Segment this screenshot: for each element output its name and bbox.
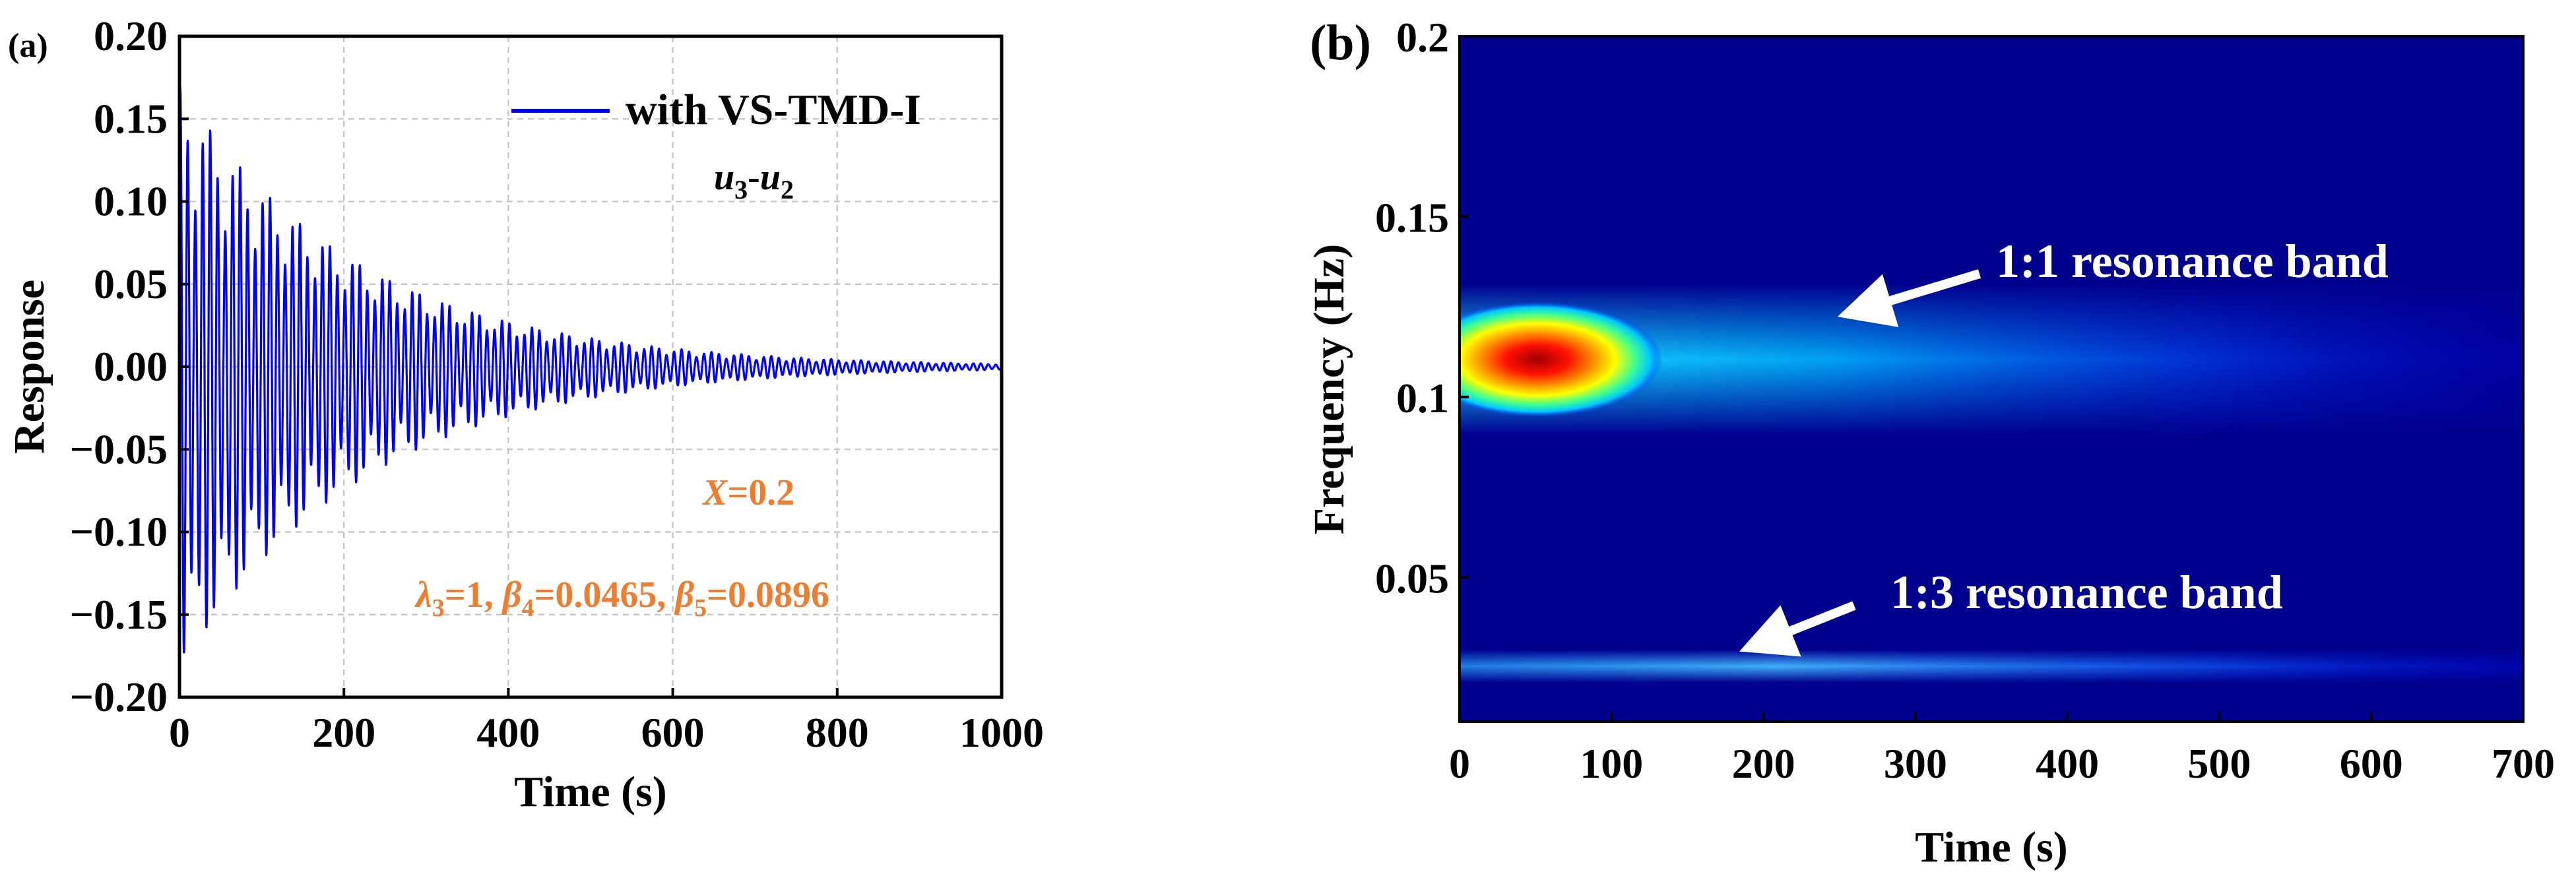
panel-b-y-tick-label: 0.05 xyxy=(1375,555,1449,602)
panel-a-x-tick-label: 0 xyxy=(169,709,190,756)
beta4-value: =0.0465, xyxy=(534,575,675,615)
panel-a-series-line xyxy=(179,86,1002,654)
panel-b-y-axis-label: Frequency (Hz) xyxy=(1305,244,1353,535)
panel-a-ticks: 0 200 400 600 800 1000 0.20 0.15 0.10 0.05 0.00 −0.… xyxy=(70,13,1044,756)
panel-a-x-tick-label: 600 xyxy=(641,709,705,756)
panel-a-y-tick-label: 0.20 xyxy=(94,13,168,59)
panel-b-x-axis-label: Time (s) xyxy=(1915,823,2068,871)
beta4-subscript: 4 xyxy=(521,594,534,622)
panel-a-y-tick-label: 0.05 xyxy=(94,261,168,307)
panel-a-y-tick-label: 0.15 xyxy=(94,95,168,142)
panel-a-y-tick-label: 0.10 xyxy=(94,178,168,225)
panel-b-frame xyxy=(1458,35,2525,723)
lambda3-symbol: λ xyxy=(414,575,432,615)
band-1-3 xyxy=(1460,650,2523,683)
panel-b-x-tick-label: 700 xyxy=(2492,740,2555,787)
lambda3-subscript: 3 xyxy=(432,594,445,622)
parameters-annotation: λ3=1, β4=0.0465, β5=0.0896 xyxy=(414,575,829,622)
annotation-1-3: 1:3 resonance band xyxy=(1739,566,2283,657)
panel-b-label: (b) xyxy=(1310,15,1371,71)
response-pair-var-2: u xyxy=(760,157,781,198)
panel-b-y-tick-label: 0.2 xyxy=(1396,14,1449,61)
panel-a: 0 200 400 600 800 1000 0.20 0.15 0.10 0.05 0.00 −0.… xyxy=(5,13,1044,816)
panel-a-x-tick-label: 200 xyxy=(312,709,375,756)
panel-a-y-tick-label: −0.15 xyxy=(70,591,168,638)
response-pair-dash: - xyxy=(748,157,760,198)
panel-b-x-tick-label: 0 xyxy=(1449,740,1470,787)
panel-b-x-tick-label: 600 xyxy=(2340,740,2403,787)
panel-a-x-axis-label: Time (s) xyxy=(514,768,667,816)
panel-b-x-tick-label: 300 xyxy=(1884,740,1947,787)
beta4-symbol: β xyxy=(501,575,522,615)
panel-b-x-tick-label: 200 xyxy=(1732,740,1795,787)
panel-b-y-tick-label: 0.1 xyxy=(1396,375,1449,421)
band-1-3-tail xyxy=(1460,650,2523,683)
panel-a-y-axis-label: Response xyxy=(5,280,53,454)
annotation-1-1: 1:1 resonance band xyxy=(1837,235,2389,328)
panel-b-heatmap xyxy=(1460,36,2523,722)
panel-a-label: (a) xyxy=(8,27,48,65)
panel-b-x-tick-label: 500 xyxy=(2187,740,2251,787)
response-pair-sub-1: 3 xyxy=(734,175,748,204)
amplitude-symbol: X xyxy=(701,472,728,513)
beta5-value: =0.0896 xyxy=(707,575,829,615)
response-pair-sub-2: 2 xyxy=(781,175,794,204)
panel-b-x-tick-label: 100 xyxy=(1580,740,1643,787)
panel-a-x-tick-label: 800 xyxy=(806,709,869,756)
panel-b-ticks: 0 100 200 300 400 500 600 700 0.2 0.15 0.1 0.05 xyxy=(1375,14,2555,787)
legend-entry-label: with VS-TMD-I xyxy=(626,86,921,134)
annotation-1-3-text: 1:3 resonance band xyxy=(1890,566,2283,619)
beta5-subscript: 5 xyxy=(694,594,707,622)
panel-b-y-tick-label: 0.15 xyxy=(1375,194,1449,241)
amplitude-annotation: X=0.2 xyxy=(701,472,794,513)
arrow-1-1 xyxy=(1837,269,1981,328)
beta5-symbol: β xyxy=(674,575,694,615)
amplitude-value: =0.2 xyxy=(727,472,794,513)
panel-b-x-tick-label: 400 xyxy=(2036,740,2099,787)
panel-a-x-tick-label: 400 xyxy=(476,709,540,756)
panel-b: 0 100 200 300 400 500 600 700 0.2 0.15 0.1 0.05 (b)… xyxy=(1305,14,2555,871)
panel-a-y-tick-label: 0.00 xyxy=(94,343,168,390)
response-pair-var-1: u xyxy=(714,157,734,198)
panel-a-legend: with VS-TMD-I xyxy=(511,86,921,134)
panel-a-y-tick-label: −0.20 xyxy=(70,673,168,720)
arrow-1-3 xyxy=(1739,601,1856,657)
panel-a-y-tick-label: −0.10 xyxy=(70,509,168,555)
panel-a-y-tick-label: −0.05 xyxy=(70,425,168,472)
lambda3-value: =1, xyxy=(445,575,503,615)
annotation-1-1-text: 1:1 resonance band xyxy=(1996,235,2389,288)
panel-a-x-tick-label: 1000 xyxy=(959,709,1044,756)
band-1-1-peak xyxy=(1460,301,1663,418)
response-pair-annotation: u3-u2 xyxy=(714,157,794,204)
band-1-1 xyxy=(1460,284,2523,435)
